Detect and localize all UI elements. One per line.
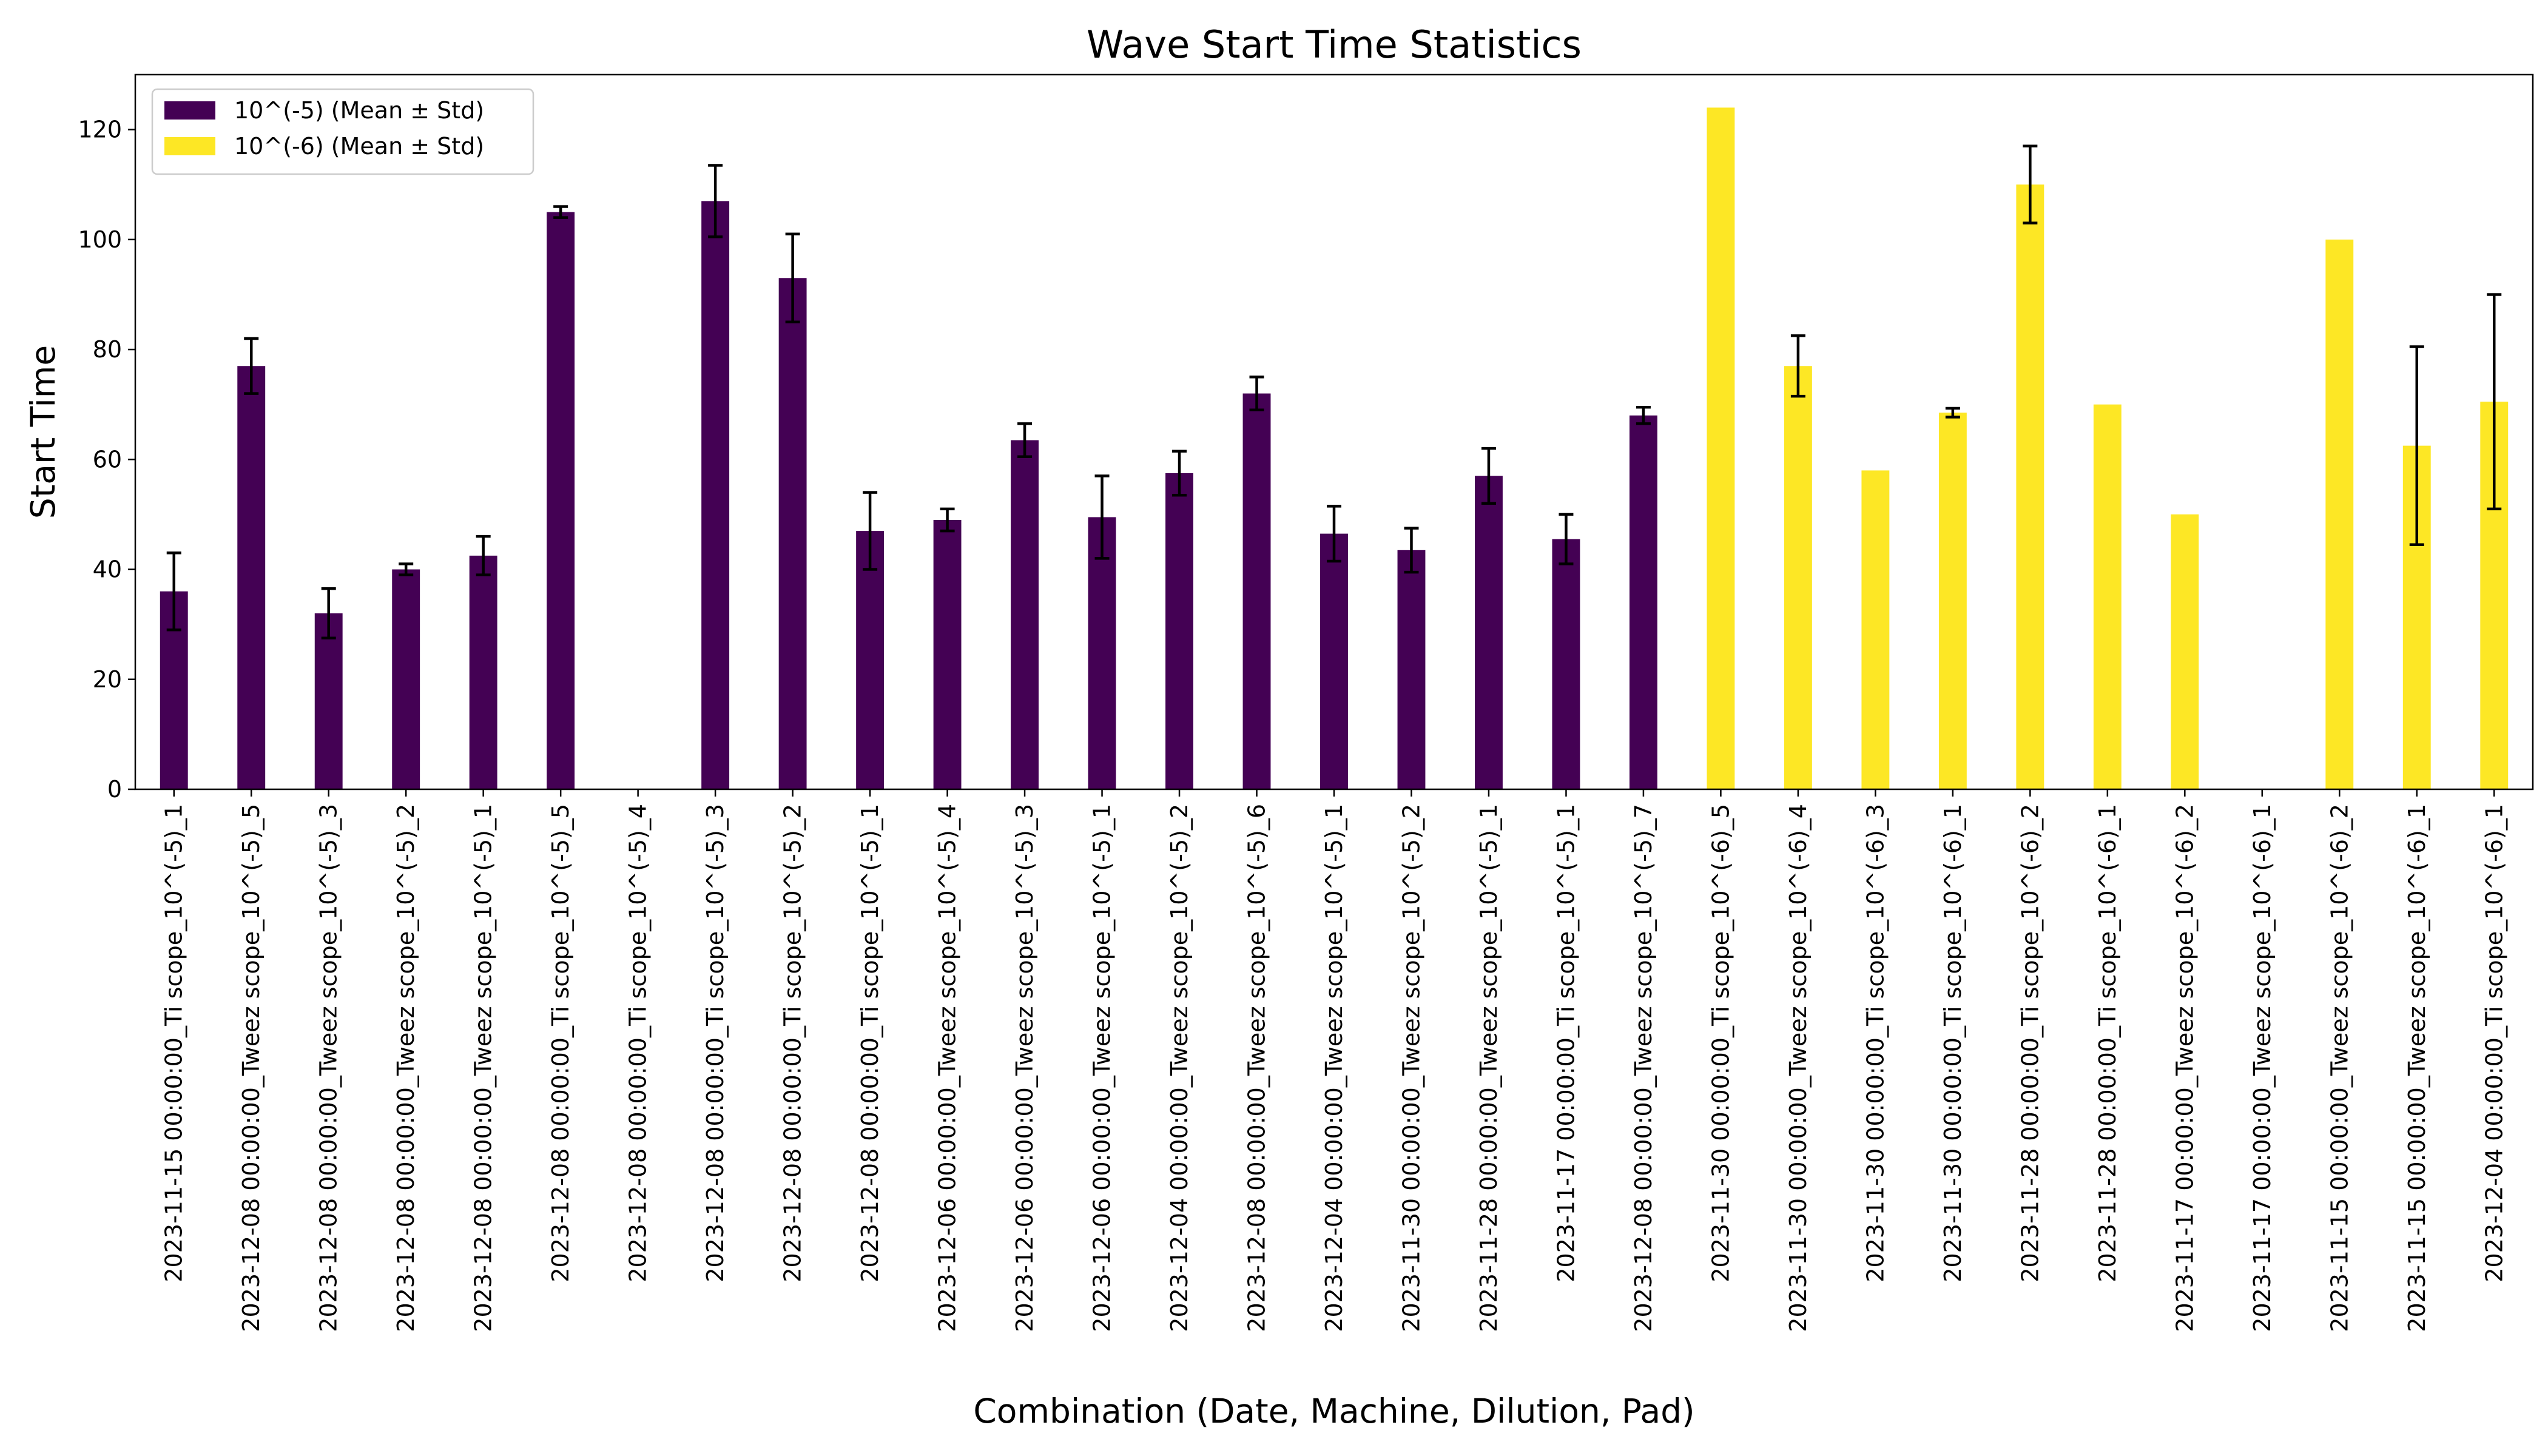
x-tick-label-17: 2023-11-28 00:00:00_Tweez scope_10^(-5)_…: [1475, 804, 1502, 1332]
legend-label-1: 10^(-6) (Mean ± Std): [234, 133, 484, 160]
bar-series-0-19: [1629, 415, 1657, 789]
legend-swatch-1: [164, 137, 215, 155]
bar-series-0-1: [237, 366, 266, 789]
x-tick-label-0: 2023-11-15 00:00:00_Ti scope_10^(-5)_1: [161, 804, 187, 1282]
x-tick-label-26: 2023-11-17 00:00:00_Tweez scope_10^(-6)_…: [2171, 804, 2198, 1332]
bar-series-1-24: [2016, 184, 2044, 789]
bar-series-0-9: [856, 531, 885, 789]
x-tick-label-20: 2023-11-30 00:00:00_Ti scope_10^(-6)_5: [1707, 804, 1734, 1282]
y-tick-label-100: 100: [78, 226, 122, 253]
legend-swatch-0: [164, 101, 215, 120]
x-tick-label-22: 2023-11-30 00:00:00_Ti scope_10^(-6)_3: [1862, 804, 1889, 1282]
x-tick-label-7: 2023-12-08 00:00:00_Ti scope_10^(-5)_3: [702, 804, 729, 1282]
x-tick-label-27: 2023-11-17 00:00:00_Tweez scope_10^(-6)_…: [2249, 804, 2276, 1332]
x-tick-label-15: 2023-12-04 00:00:00_Tweez scope_10^(-5)_…: [1321, 804, 1347, 1332]
bar-series-0-2: [314, 613, 343, 789]
x-tick-label-25: 2023-11-28 00:00:00_Ti scope_10^(-6)_1: [2094, 804, 2121, 1282]
y-ticks-layer: 0 20 40 60 80 100 120: [78, 116, 135, 803]
bars-layer: [160, 107, 2509, 789]
y-tick-label-0: 0: [107, 776, 122, 803]
x-tick-label-16: 2023-11-30 00:00:00_Tweez scope_10^(-5)_…: [1398, 804, 1424, 1332]
bar-series-0-17: [1475, 476, 1503, 789]
x-tick-label-6: 2023-12-08 00:00:00_Ti scope_10^(-5)_4: [625, 804, 652, 1282]
bar-series-0-3: [392, 569, 420, 789]
bar-series-0-5: [547, 212, 575, 789]
x-tick-label-14: 2023-12-08 00:00:00_Tweez scope_10^(-5)_…: [1244, 804, 1270, 1332]
bar-series-1-20: [1707, 107, 1735, 789]
bar-series-0-18: [1552, 539, 1580, 789]
x-tick-label-11: 2023-12-06 00:00:00_Tweez scope_10^(-5)_…: [1011, 804, 1038, 1332]
bar-series-0-4: [469, 555, 497, 789]
bar-series-1-22: [1861, 470, 1890, 789]
bar-series-0-14: [1242, 393, 1271, 789]
bar-series-1-25: [2093, 404, 2122, 789]
y-tick-label-60: 60: [93, 446, 122, 473]
x-tick-label-21: 2023-11-30 00:00:00_Tweez scope_10^(-6)_…: [1785, 804, 1812, 1332]
bar-series-0-12: [1088, 517, 1116, 789]
x-ticks-layer: 2023-11-15 00:00:00_Ti scope_10^(-5)_1 20…: [161, 789, 2507, 1332]
bar-series-0-7: [701, 201, 730, 789]
x-tick-label-3: 2023-12-08 00:00:00_Tweez scope_10^(-5)_…: [393, 804, 419, 1332]
bar-series-0-10: [933, 519, 962, 789]
x-axis-title: Combination (Date, Machine, Dilution, Pa…: [973, 1392, 1694, 1431]
x-tick-label-5: 2023-12-08 00:00:00_Ti scope_10^(-5)_5: [547, 804, 574, 1282]
y-tick-label-120: 120: [78, 116, 122, 143]
x-tick-label-13: 2023-12-04 00:00:00_Tweez scope_10^(-5)_…: [1166, 804, 1193, 1332]
x-tick-label-12: 2023-12-06 00:00:00_Tweez scope_10^(-5)_…: [1089, 804, 1116, 1332]
x-tick-label-29: 2023-11-15 00:00:00_Tweez scope_10^(-6)_…: [2404, 804, 2430, 1332]
x-tick-label-24: 2023-11-28 00:00:00_Ti scope_10^(-6)_2: [2017, 804, 2043, 1282]
legend-frame: [151, 88, 534, 175]
y-axis-title: Start Time: [24, 345, 62, 519]
y-tick-label-40: 40: [93, 556, 122, 583]
x-tick-label-30: 2023-12-04 00:00:00_Ti scope_10^(-6)_1: [2481, 804, 2507, 1282]
bar-series-0-16: [1397, 550, 1426, 789]
x-tick-label-10: 2023-12-06 00:00:00_Tweez scope_10^(-5)_…: [934, 804, 961, 1332]
bar-series-1-28: [2325, 239, 2354, 789]
legend-label-0: 10^(-5) (Mean ± Std): [234, 97, 484, 124]
bar-series-1-21: [1784, 366, 1812, 789]
x-tick-label-4: 2023-12-08 00:00:00_Tweez scope_10^(-5)_…: [470, 804, 497, 1332]
chart-title: Wave Start Time Statistics: [1087, 22, 1582, 67]
x-tick-label-2: 2023-12-08 00:00:00_Tweez scope_10^(-5)_…: [315, 804, 342, 1332]
y-tick-label-20: 20: [93, 666, 122, 693]
bar-series-0-13: [1165, 473, 1193, 789]
bar-series-0-15: [1320, 533, 1348, 789]
bar-series-0-8: [778, 278, 807, 789]
x-tick-label-1: 2023-12-08 00:00:00_Tweez scope_10^(-5)_…: [238, 804, 265, 1332]
bar-series-0-11: [1011, 440, 1039, 789]
x-tick-label-19: 2023-12-08 00:00:00_Tweez scope_10^(-5)_…: [1630, 804, 1657, 1332]
x-tick-label-23: 2023-11-30 00:00:00_Ti scope_10^(-6)_1: [1940, 804, 1966, 1282]
y-tick-label-80: 80: [93, 336, 122, 363]
bar-series-1-23: [1938, 413, 1967, 789]
x-tick-label-8: 2023-12-08 00:00:00_Ti scope_10^(-5)_2: [780, 804, 806, 1282]
legend: 10^(-5) (Mean ± Std) 10^(-6) (Mean ± Std): [151, 88, 534, 175]
x-tick-label-28: 2023-11-15 00:00:00_Tweez scope_10^(-6)_…: [2326, 804, 2353, 1332]
x-tick-label-9: 2023-12-08 00:00:00_Ti scope_10^(-5)_1: [857, 804, 883, 1282]
error-bars-layer: [166, 144, 2502, 640]
x-tick-label-18: 2023-11-17 00:00:00_Ti scope_10^(-5)_1: [1552, 804, 1579, 1282]
bar-series-1-26: [2171, 514, 2199, 789]
